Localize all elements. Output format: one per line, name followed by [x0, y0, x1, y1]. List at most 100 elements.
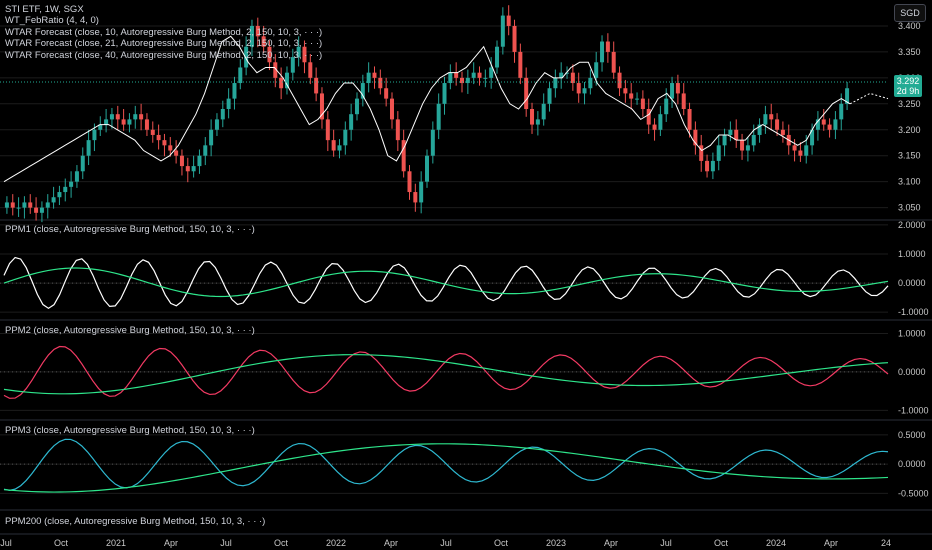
last-price-countdown: 2d 9h [896, 86, 920, 96]
candle-body-39 [232, 83, 237, 99]
candle-body-100 [588, 77, 593, 89]
legend-symbol: STI ETF, 1W, SGX [5, 4, 84, 15]
candle-body-142 [833, 119, 838, 130]
candle-body-76 [448, 72, 453, 84]
candle-body-109 [640, 98, 645, 109]
pane4-title[interactable]: PPM200 (close, Autoregressive Burg Metho… [5, 516, 266, 527]
candle-body-81 [477, 72, 482, 78]
candle-body-77 [454, 72, 459, 78]
candle-body-10 [63, 186, 68, 193]
candle-body-126 [740, 140, 745, 151]
candle-body-24 [144, 119, 149, 130]
candle-body-118 [693, 129, 698, 146]
candle-body-98 [576, 83, 581, 94]
candle-body-84 [495, 46, 500, 68]
candle-body-89 [524, 77, 529, 109]
x-tick-7: Apr [384, 538, 398, 548]
candle-body-97 [570, 72, 575, 84]
candle-body-131 [769, 114, 774, 120]
x-tick-3: Apr [164, 538, 178, 548]
candle-body-127 [745, 145, 750, 151]
candle-body-9 [57, 192, 62, 198]
candle-body-111 [652, 124, 657, 130]
last-price-tag: 3.292 2d 9h [894, 75, 922, 97]
candle-body-31 [185, 166, 190, 172]
candle-body-65 [384, 88, 389, 99]
candle-body-35 [209, 129, 214, 146]
candle-body-6 [39, 207, 44, 213]
x-tick-4: Jul [220, 538, 232, 548]
candle-body-90 [530, 109, 535, 125]
candle-body-91 [535, 119, 540, 125]
candle-body-94 [553, 77, 558, 89]
candle-body-36 [214, 119, 219, 130]
candle-body-48 [284, 72, 289, 89]
candle-body-34 [203, 145, 208, 156]
legend-indicator-2[interactable]: WTAR Forecast (close, 10, Autoregressive… [5, 26, 323, 38]
candle-body-55 [325, 119, 330, 141]
candle-body-101 [594, 62, 599, 78]
x-tick-12: Jul [660, 538, 672, 548]
candle-body-116 [681, 93, 686, 109]
candle-body-119 [699, 145, 704, 161]
candle-body-12 [74, 171, 79, 182]
candle-body-11 [69, 181, 74, 187]
candle-body-83 [489, 67, 494, 78]
candle-body-139 [815, 119, 820, 130]
candle-body-120 [705, 160, 710, 172]
x-tick-15: Apr [824, 538, 838, 548]
candle-body-20 [121, 119, 126, 125]
candle-body-3 [22, 202, 27, 208]
candle-body-13 [80, 155, 85, 172]
candle-body-113 [664, 98, 669, 115]
candle-body-143 [839, 103, 844, 120]
candle-body-73 [430, 129, 435, 156]
candle-body-92 [541, 103, 546, 120]
candle-body-26 [156, 134, 161, 141]
y-tick-3-1: 0.0000 [898, 459, 926, 469]
candle-body-79 [465, 77, 470, 84]
candle-body-87 [512, 25, 517, 52]
y-tick-0-6: 3.100 [898, 177, 921, 187]
candle-body-43 [255, 25, 260, 37]
candle-body-68 [401, 140, 406, 172]
candle-body-95 [559, 72, 564, 78]
y-tick-0-0: 3.400 [898, 21, 921, 31]
ppm2-green-line [3, 354, 889, 395]
y-tick-3-2: -0.5000 [898, 488, 929, 498]
x-tick-6: 2022 [326, 538, 346, 548]
ppm2-pink-line [3, 345, 889, 399]
candle-body-60 [354, 98, 359, 115]
candle-body-70 [413, 192, 418, 203]
ppm1-green-line [3, 267, 889, 298]
pane3-title[interactable]: PPM3 (close, Autoregressive Burg Method,… [5, 425, 255, 436]
candle-body-105 [617, 72, 622, 89]
candle-body-1 [10, 202, 15, 208]
x-tick-10: 2023 [546, 538, 566, 548]
candle-body-22 [133, 114, 138, 120]
y-tick-0-1: 3.350 [898, 47, 921, 57]
y-tick-3-0: 0.5000 [898, 430, 926, 440]
candle-body-4 [28, 202, 33, 208]
legend-indicator-1[interactable]: WT_FebRatio (4, 4, 0) [5, 15, 99, 27]
pane2-title[interactable]: PPM2 (close, Autoregressive Burg Method,… [5, 325, 255, 336]
currency-button[interactable]: SGD [894, 4, 926, 22]
legend-indicator-3[interactable]: WTAR Forecast (close, 21, Autoregressive… [5, 38, 323, 50]
candle-body-15 [92, 129, 97, 141]
pane1-title[interactable]: PPM1 (close, Autoregressive Burg Method,… [5, 224, 255, 235]
candle-body-103 [605, 41, 610, 52]
candle-body-56 [331, 140, 336, 151]
candle-body-71 [419, 181, 424, 203]
y-tick-0-3: 3.250 [898, 99, 921, 109]
candle-body-69 [407, 171, 412, 193]
candle-body-82 [483, 77, 488, 79]
y-tick-0-5: 3.150 [898, 151, 921, 161]
y-tick-2-1: 0.0000 [898, 367, 926, 377]
candle-body-112 [658, 114, 663, 130]
candle-body-23 [139, 114, 144, 120]
candle-body-49 [290, 57, 295, 73]
legend-indicator-4[interactable]: WTAR Forecast (close, 40, Autoregressive… [5, 49, 323, 61]
candle-body-14 [86, 140, 91, 156]
candle-body-128 [751, 134, 756, 146]
